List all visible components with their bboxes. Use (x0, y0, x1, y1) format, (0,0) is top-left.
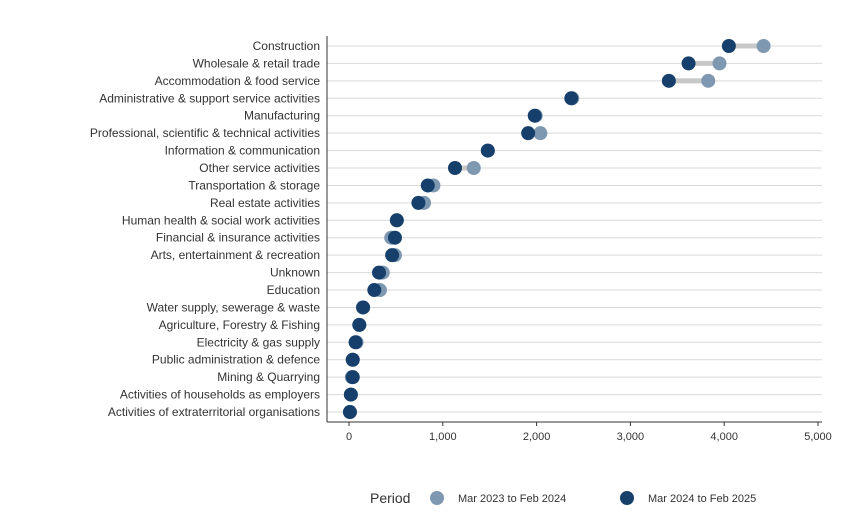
category-label: Arts, entertainment & recreation (151, 248, 320, 262)
x-tick-label: 2,000 (523, 431, 551, 443)
category-label: Real estate activities (210, 196, 320, 210)
data-point-series-1 (701, 73, 716, 88)
category-label: Wholesale & retail trade (193, 56, 321, 70)
data-point-series-2 (447, 161, 462, 176)
category-label: Information & communication (165, 144, 320, 158)
x-tick-label: 4,000 (710, 431, 738, 443)
data-point-series-2 (721, 39, 736, 53)
category-label: Public administration & defence (152, 353, 320, 367)
data-point-series-2 (564, 91, 579, 106)
data-point-series-2 (661, 73, 676, 88)
category-label: Transportation & storage (188, 178, 320, 192)
data-point-series-2 (521, 126, 536, 141)
data-point-series-2 (356, 300, 371, 315)
x-tick-label: 5,000 (804, 431, 832, 443)
connector-lines (351, 43, 764, 380)
category-label: Agriculture, Forestry & Fishing (159, 318, 320, 332)
data-point-series-1 (756, 39, 771, 53)
legend: Period Mar 2023 to Feb 2024 Mar 2024 to … (370, 490, 756, 506)
data-point-series-2 (420, 178, 435, 193)
data-point-series-2 (348, 335, 363, 350)
legend-label-series-1: Mar 2023 to Feb 2024 (458, 493, 566, 505)
category-label: Water supply, sewerage & waste (147, 300, 321, 314)
data-point-series-2 (411, 195, 426, 210)
category-label: Electricity & gas supply (197, 335, 320, 349)
data-point-series-2 (480, 143, 495, 158)
category-label: Accommodation & food service (155, 74, 321, 88)
data-point-series-2 (385, 248, 400, 263)
data-point-series-1 (533, 126, 548, 141)
data-points (342, 39, 771, 420)
category-labels: Construction Wholesale & retail trade Acco… (90, 39, 320, 419)
grid-lines (327, 45, 822, 413)
data-point-series-2 (367, 283, 382, 298)
category-label: Activities of extraterritorial organisat… (108, 405, 320, 419)
legend-label-series-2: Mar 2024 to Feb 2025 (648, 493, 756, 505)
data-point-series-2 (372, 265, 387, 280)
x-tick-label: 0 (346, 431, 352, 443)
data-point-series-2 (343, 387, 358, 402)
category-label: Activities of households as employers (120, 388, 320, 402)
legend-swatch-series-2 (620, 491, 634, 505)
x-tick-label: 1,000 (429, 431, 457, 443)
category-label: Unknown (270, 266, 320, 280)
category-label: Other service activities (199, 161, 320, 175)
data-point-series-2 (345, 352, 360, 367)
category-label: Education (267, 283, 320, 297)
category-label: Construction (253, 39, 320, 53)
data-point-series-2 (352, 317, 367, 332)
data-point-series-1 (466, 161, 481, 176)
legend-title: Period (370, 490, 410, 506)
data-point-series-2 (681, 56, 696, 71)
legend-swatch-series-1 (430, 491, 444, 505)
data-point-series-2 (389, 213, 404, 228)
category-label: Financial & insurance activities (156, 231, 320, 245)
data-point-series-2 (345, 370, 360, 385)
x-axis-ticks: 0 1,000 2,000 3,000 4,000 5,000 (346, 422, 832, 443)
category-label: Mining & Quarrying (217, 370, 320, 384)
data-point-series-2 (342, 405, 357, 420)
data-point-series-2 (387, 230, 402, 245)
data-point-series-2 (527, 108, 542, 123)
x-tick-label: 3,000 (617, 431, 645, 443)
category-label: Manufacturing (244, 109, 320, 123)
category-label: Human health & social work activities (122, 213, 320, 227)
category-label: Administrative & support service activit… (99, 91, 320, 105)
category-label: Professional, scientific & technical act… (90, 126, 320, 140)
data-point-series-1 (712, 56, 727, 71)
